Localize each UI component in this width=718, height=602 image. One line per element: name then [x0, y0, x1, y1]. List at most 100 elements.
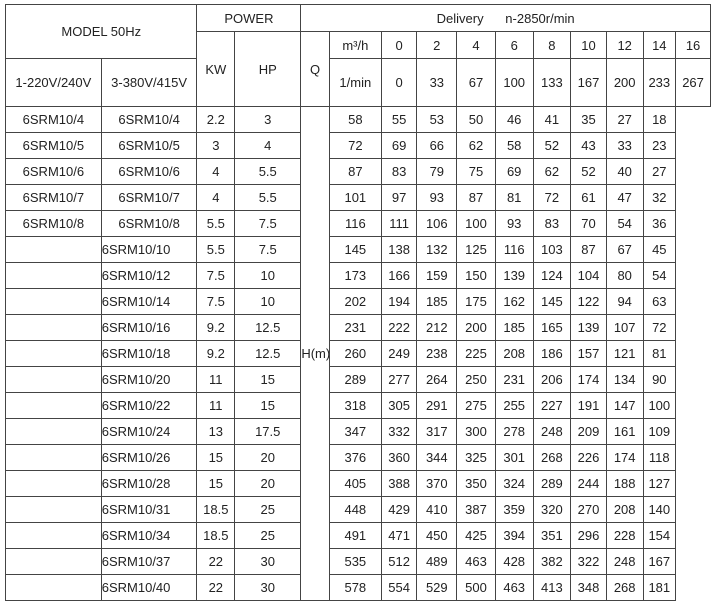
head-value-cell: 62 — [456, 132, 496, 159]
head-value-cell: 185 — [416, 288, 458, 315]
head-value-cell: 260 — [328, 340, 382, 367]
head-value-cell: 90 — [642, 366, 677, 393]
head-value-cell: 228 — [605, 522, 644, 549]
head-value-cell: 132 — [416, 236, 458, 263]
head-value-cell: 58 — [494, 132, 534, 159]
head-value-cell: 23 — [642, 132, 677, 159]
head-value-cell: 111 — [380, 210, 418, 237]
table-row: 6SRM10/24 13 17.5 347 332 317 300 278 248 209 161 1… — [5, 418, 711, 445]
hp-cell: 12.5 — [234, 314, 302, 341]
head-value-cell: 301 — [494, 444, 534, 471]
model-single-phase-cell — [5, 236, 102, 263]
model-single-phase-cell — [5, 288, 102, 315]
head-value-cell: 300 — [456, 418, 496, 445]
head-value-cell: 174 — [570, 366, 607, 393]
head-value-cell: 238 — [416, 340, 458, 367]
table-row: 6SRM10/10 5.5 7.5 145 138 132 125 116 103 87 67 45 — [5, 236, 711, 263]
head-value-cell: 270 — [570, 496, 607, 523]
head-value-cell: 116 — [328, 210, 382, 237]
head-value-cell: 35 — [570, 106, 607, 133]
table-row: 6SRM10/18 9.2 12.5 260 249 238 225 208 186 157 121… — [5, 340, 711, 367]
model-three-phase-cell: 6SRM10/12 — [100, 262, 198, 289]
head-value-cell: 159 — [416, 262, 458, 289]
model-single-phase-cell — [5, 496, 102, 523]
head-value-cell: 174 — [605, 444, 644, 471]
table-row: 6SRM10/34 18.5 25 491 471 450 425 394 351 296 228 1… — [5, 522, 711, 549]
head-value-cell: 344 — [416, 444, 458, 471]
head-value-cell: 67 — [605, 236, 644, 263]
head-value-cell: 350 — [456, 470, 496, 497]
kw-cell: 15 — [196, 444, 236, 471]
hp-cell: 17.5 — [234, 418, 302, 445]
head-value-cell: 87 — [456, 184, 496, 211]
head-value-cell: 52 — [532, 132, 572, 159]
head-value-cell: 191 — [570, 392, 607, 419]
head-value-cell: 106 — [416, 210, 458, 237]
head-value-cell: 54 — [642, 262, 677, 289]
flow-lmin-cell: 0 — [380, 58, 418, 107]
head-value-cell: 529 — [416, 574, 458, 601]
model-three-phase-cell: 6SRM10/8 — [100, 210, 198, 237]
head-value-cell: 248 — [605, 548, 644, 575]
kw-cell: 18.5 — [196, 522, 236, 549]
kw-cell: 15 — [196, 470, 236, 497]
head-value-cell: 448 — [328, 496, 382, 523]
model-three-phase-cell: 6SRM10/34 — [100, 522, 198, 549]
head-value-cell: 161 — [605, 418, 644, 445]
head-value-cell: 305 — [380, 392, 418, 419]
model-three-phase-cell: 6SRM10/14 — [100, 288, 198, 315]
head-value-cell: 347 — [328, 418, 382, 445]
head-value-cell: 227 — [532, 392, 572, 419]
kw-header: KW — [196, 31, 236, 107]
model-three-phase-cell: 6SRM10/20 — [100, 366, 198, 393]
model-three-phase-cell: 6SRM10/6 — [100, 158, 198, 185]
head-value-cell: 41 — [532, 106, 572, 133]
head-value-cell: 50 — [456, 106, 496, 133]
head-value-cell: 154 — [642, 522, 677, 549]
model-three-phase-cell: 6SRM10/10 — [100, 236, 198, 263]
head-value-cell: 348 — [570, 574, 607, 601]
head-value-cell: 72 — [532, 184, 572, 211]
head-value-cell: 535 — [328, 548, 382, 575]
head-value-cell: 97 — [380, 184, 418, 211]
hp-cell: 20 — [234, 470, 302, 497]
head-value-cell: 208 — [494, 340, 534, 367]
head-value-cell: 208 — [605, 496, 644, 523]
kw-cell: 22 — [196, 548, 236, 575]
flow-m3h-cell: 0 — [380, 31, 418, 59]
head-value-cell: 376 — [328, 444, 382, 471]
head-value-cell: 93 — [416, 184, 458, 211]
model-three-phase-cell: 6SRM10/40 — [100, 574, 198, 601]
hp-cell: 5.5 — [234, 184, 302, 211]
head-value-cell: 388 — [380, 470, 418, 497]
hp-cell: 30 — [234, 548, 302, 575]
head-value-cell: 268 — [532, 444, 572, 471]
head-value-cell: 500 — [456, 574, 496, 601]
head-value-cell: 212 — [416, 314, 458, 341]
table-row: 6SRM10/12 7.5 10 173 166 159 150 139 124 104 80 54 — [5, 262, 711, 289]
head-value-cell: 360 — [380, 444, 418, 471]
head-value-cell: 202 — [328, 288, 382, 315]
speed-label: n-2850r/min — [505, 10, 575, 26]
model-single-phase-cell: 6SRM10/5 — [5, 132, 102, 159]
head-value-cell: 61 — [570, 184, 607, 211]
model-three-phase-cell: 6SRM10/22 — [100, 392, 198, 419]
model-single-phase-cell: 6SRM10/7 — [5, 184, 102, 211]
flow-lmin-cell: 267 — [675, 58, 711, 107]
model-single-phase-cell — [5, 574, 102, 601]
head-value-cell: 147 — [605, 392, 644, 419]
model-three-phase-cell: 6SRM10/37 — [100, 548, 198, 575]
head-value-cell: 322 — [570, 548, 607, 575]
head-value-cell: 127 — [642, 470, 677, 497]
head-value-cell: 55 — [380, 106, 418, 133]
head-value-cell: 278 — [494, 418, 534, 445]
table-row: 6SRM10/14 7.5 10 202 194 185 175 162 145 122 94 63 — [5, 288, 711, 315]
model-header: MODEL 50Hz — [4, 4, 198, 59]
model-three-phase-cell: 6SRM10/5 — [100, 132, 198, 159]
head-value-cell: 277 — [380, 366, 418, 393]
kw-cell: 5.5 — [196, 210, 236, 237]
head-value-cell: 165 — [532, 314, 572, 341]
table-row: 6SRM10/22 11 15 318 305 291 275 255 227 191 147 100 — [5, 392, 711, 419]
head-value-cell: 317 — [416, 418, 458, 445]
hp-cell: 30 — [234, 574, 302, 601]
